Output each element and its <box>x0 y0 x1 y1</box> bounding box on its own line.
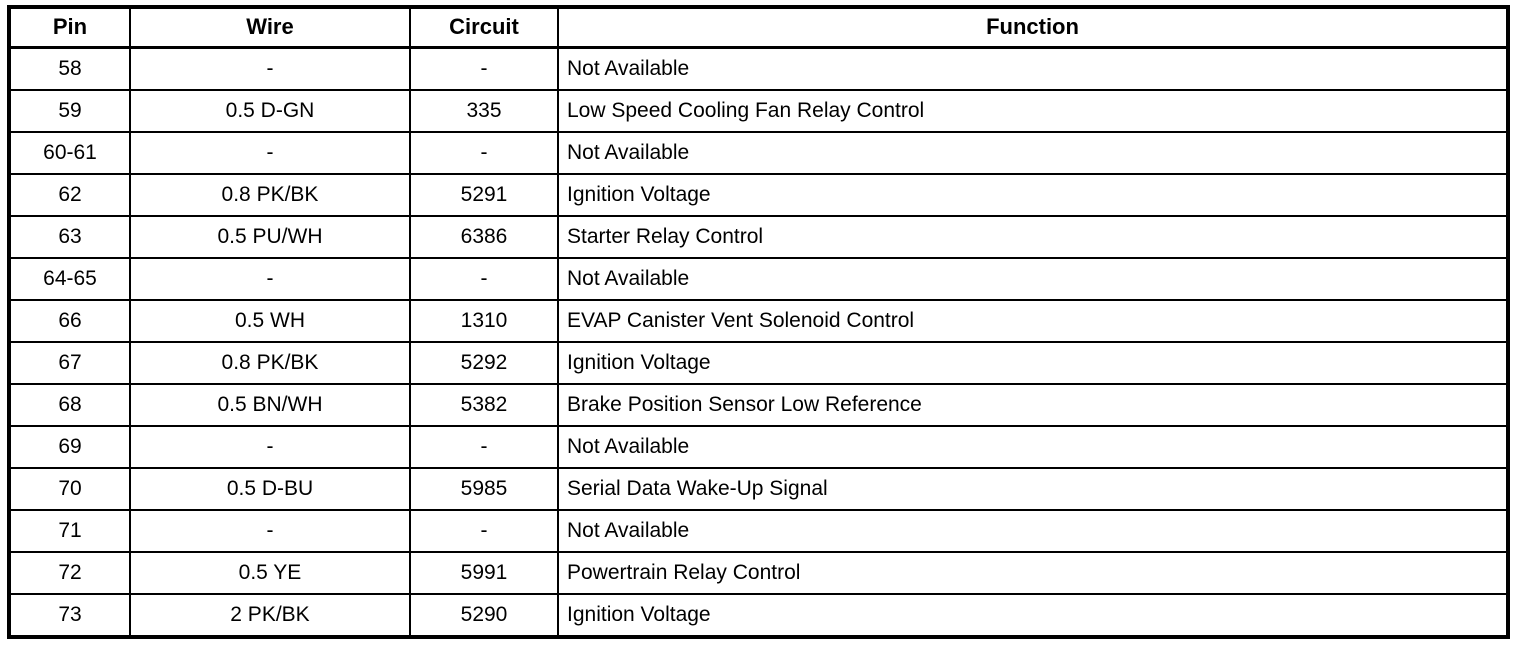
pin-cell: 62 <box>8 173 131 217</box>
function-cell: Ignition Voltage <box>557 341 1509 385</box>
pin-cell: 73 <box>8 593 131 638</box>
circuit-cell: 5991 <box>409 551 559 595</box>
function-cell: Powertrain Relay Control <box>557 551 1509 595</box>
wire-cell: - <box>129 46 411 91</box>
pin-cell: 68 <box>8 383 131 427</box>
wire-cell: 0.8 PK/BK <box>129 341 411 385</box>
wire-cell: 0.5 D-BU <box>129 467 411 511</box>
circuit-cell: 5382 <box>409 383 559 427</box>
circuit-cell: 1310 <box>409 299 559 343</box>
wire-cell: 2 PK/BK <box>129 593 411 638</box>
function-cell: Not Available <box>557 425 1509 469</box>
wire-cell: 0.5 WH <box>129 299 411 343</box>
wire-cell: - <box>129 257 411 301</box>
pin-cell: 64-65 <box>8 257 131 301</box>
table-body: 58- - Not Available 59 0.5 D-GN 335 Low Speed … <box>8 46 1509 638</box>
pin-cell: 72 <box>8 551 131 595</box>
wire-cell: 0.5 D-GN <box>129 89 411 133</box>
header-function: Function <box>557 6 1509 49</box>
function-cell: Brake Position Sensor Low Reference <box>557 383 1509 427</box>
circuit-cell: 335 <box>409 89 559 133</box>
circuit-cell: - <box>409 257 559 301</box>
table-row: 64-65- - Not Available <box>8 257 1509 301</box>
wire-cell: 0.5 YE <box>129 551 411 595</box>
pin-cell: 66 <box>8 299 131 343</box>
connector-pinout-table: Pin Wire Circuit Function 58- - Not Availa… <box>7 5 1510 639</box>
pin-cell: 60-61 <box>8 131 131 175</box>
header-wire: Wire <box>129 6 411 49</box>
function-cell: Not Available <box>557 257 1509 301</box>
wire-cell: - <box>129 509 411 553</box>
circuit-cell: - <box>409 46 559 91</box>
wire-cell: - <box>129 425 411 469</box>
circuit-cell: 5290 <box>409 593 559 638</box>
table-row: 60-61- - Not Available <box>8 131 1509 175</box>
table-row: 70 0.5 D-BU 5985 Serial Data Wake-Up Signal <box>8 467 1509 511</box>
table-row: 69- - Not Available <box>8 425 1509 469</box>
function-cell: Ignition Voltage <box>557 593 1509 638</box>
wire-cell: 0.5 BN/WH <box>129 383 411 427</box>
circuit-cell: 5985 <box>409 467 559 511</box>
circuit-cell: 5291 <box>409 173 559 217</box>
table-row: 59 0.5 D-GN 335 Low Speed Cooling Fan Relay… <box>8 89 1509 133</box>
circuit-cell: 6386 <box>409 215 559 259</box>
pin-cell: 59 <box>8 89 131 133</box>
function-cell: Ignition Voltage <box>557 173 1509 217</box>
pin-cell: 69 <box>8 425 131 469</box>
circuit-cell: - <box>409 131 559 175</box>
function-cell: Not Available <box>557 509 1509 553</box>
pin-cell: 70 <box>8 467 131 511</box>
table-row: 71- - Not Available <box>8 509 1509 553</box>
pin-cell: 58 <box>8 46 131 91</box>
table-row: 68 0.5 BN/WH 5382 Brake Position Sensor Low… <box>8 383 1509 427</box>
function-cell: Serial Data Wake-Up Signal <box>557 467 1509 511</box>
wire-cell: 0.8 PK/BK <box>129 173 411 217</box>
wire-cell: 0.5 PU/WH <box>129 215 411 259</box>
header-pin: Pin <box>8 6 131 49</box>
circuit-cell: - <box>409 425 559 469</box>
pin-cell: 71 <box>8 509 131 553</box>
table-row: 63 0.5 PU/WH 6386 Starter Relay Control <box>8 215 1509 259</box>
pin-cell: 63 <box>8 215 131 259</box>
circuit-cell: - <box>409 509 559 553</box>
function-cell: EVAP Canister Vent Solenoid Control <box>557 299 1509 343</box>
table-row: 67 0.8 PK/BK 5292 Ignition Voltage <box>8 341 1509 385</box>
table-row: 73 2 PK/BK 5290 Ignition Voltage <box>8 593 1509 638</box>
table-row: 62 0.8 PK/BK 5291 Ignition Voltage <box>8 173 1509 217</box>
circuit-cell: 5292 <box>409 341 559 385</box>
wire-cell: - <box>129 131 411 175</box>
function-cell: Starter Relay Control <box>557 215 1509 259</box>
function-cell: Not Available <box>557 131 1509 175</box>
table-row: 72 0.5 YE 5991 Powertrain Relay Control <box>8 551 1509 595</box>
table-row: 66 0.5 WH 1310 EVAP Canister Vent Solenoid … <box>8 299 1509 343</box>
table-row: 58- - Not Available <box>8 46 1509 91</box>
function-cell: Low Speed Cooling Fan Relay Control <box>557 89 1509 133</box>
pin-cell: 67 <box>8 341 131 385</box>
header-circuit: Circuit <box>409 6 559 49</box>
header-row: Pin Wire Circuit Function <box>8 6 1509 49</box>
function-cell: Not Available <box>557 46 1509 91</box>
